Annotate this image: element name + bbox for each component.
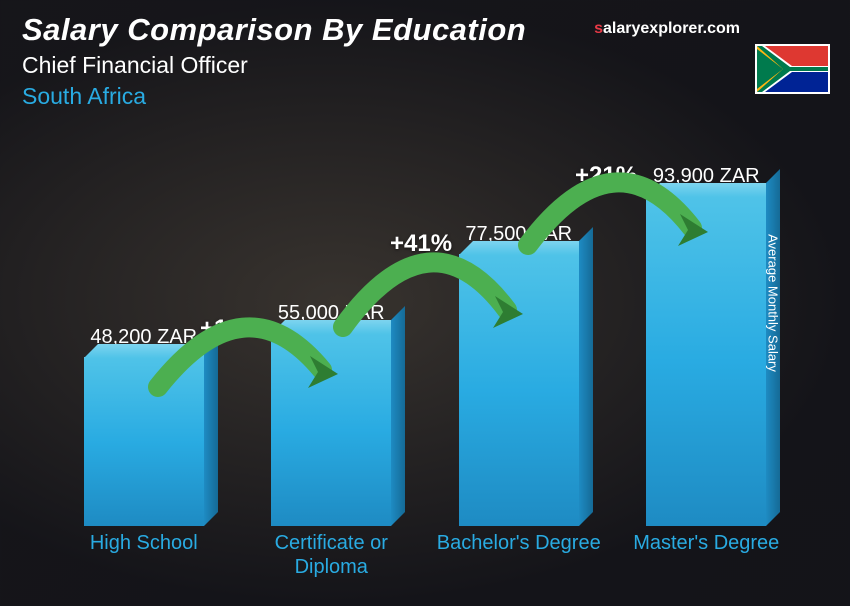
watermark-rest: alaryexplorer.com	[603, 20, 740, 37]
job-title: Chief Financial Officer	[22, 52, 828, 79]
watermark: salaryexplorer.com	[594, 20, 740, 38]
jump-arc	[140, 295, 350, 405]
jump-arc	[325, 205, 535, 345]
chart-area: 48,200 ZAR55,000 ZAR77,500 ZAR93,900 ZAR…	[50, 120, 800, 586]
y-axis-label: Average Monthly Salary	[766, 234, 781, 372]
watermark-s: s	[594, 20, 603, 37]
labels-container: High SchoolCertificate or DiplomaBachelo…	[50, 531, 800, 586]
country-name: South Africa	[22, 83, 828, 110]
bar-label: Certificate or Diploma	[241, 531, 421, 586]
jump-arc	[510, 138, 720, 263]
country-flag-icon	[755, 44, 830, 94]
bar-label: High School	[54, 531, 234, 586]
bar-label: Bachelor's Degree	[429, 531, 609, 586]
bar-label: Master's Degree	[616, 531, 796, 586]
